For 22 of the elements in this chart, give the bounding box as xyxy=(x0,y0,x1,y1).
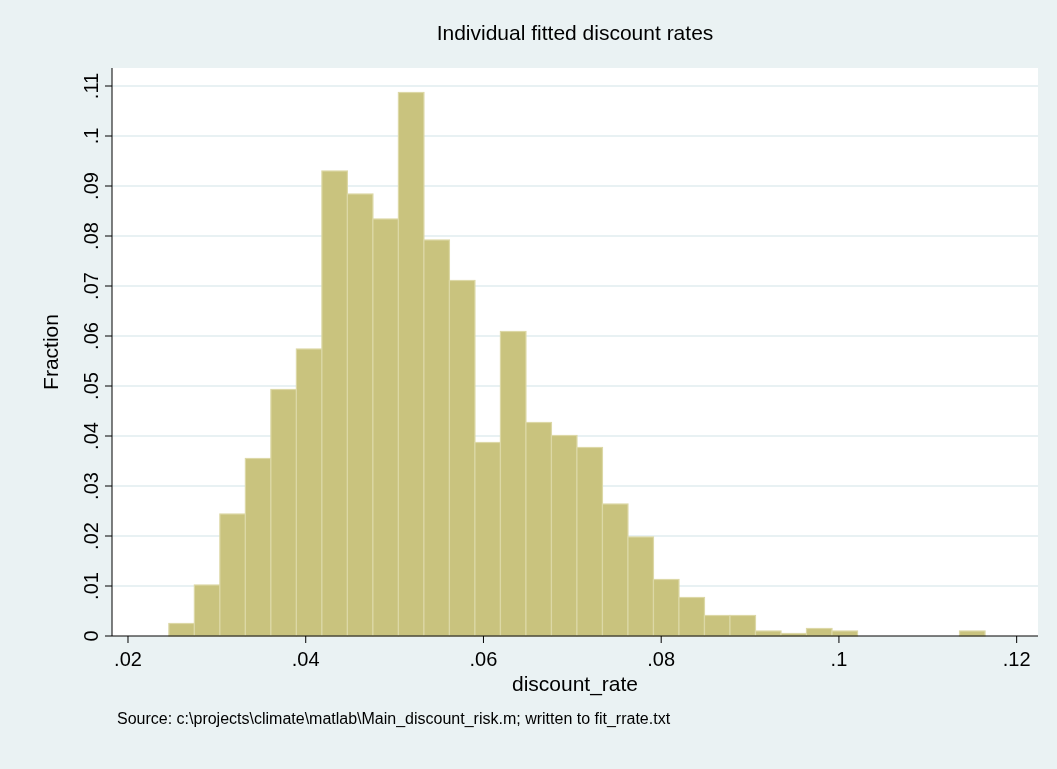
x-tick-label: .1 xyxy=(830,648,848,670)
y-axis-title: Fraction xyxy=(39,314,62,390)
y-tick-label: .08 xyxy=(80,222,102,250)
y-tick-label: .02 xyxy=(80,522,102,550)
y-tick-label: .03 xyxy=(80,472,102,500)
y-tick-label: .06 xyxy=(80,322,102,350)
x-tick-label: .08 xyxy=(647,648,676,670)
y-tick-label: .04 xyxy=(80,422,102,450)
y-tick-label: .01 xyxy=(80,572,102,600)
x-axis-title: discount_rate xyxy=(511,672,639,696)
x-tick-label: .06 xyxy=(469,648,498,670)
y-tick-label: .05 xyxy=(80,372,102,400)
y-tick-label: 0 xyxy=(80,630,102,642)
y-tick-label: .1 xyxy=(80,127,102,145)
y-tick-label: .07 xyxy=(80,272,102,300)
source-note: Source: c:\projects\climate\matlab\Main_discount_risk.m; written to fit_rrate.txt xyxy=(117,710,671,728)
x-tick-label: .02 xyxy=(114,648,142,670)
y-tick-label: .09 xyxy=(80,172,102,200)
x-tick-label: .04 xyxy=(291,648,320,670)
y-tick-label: .11 xyxy=(80,72,102,100)
x-tick-label: .12 xyxy=(1002,648,1031,670)
chart-title: Individual fitted discount rates xyxy=(436,21,714,44)
